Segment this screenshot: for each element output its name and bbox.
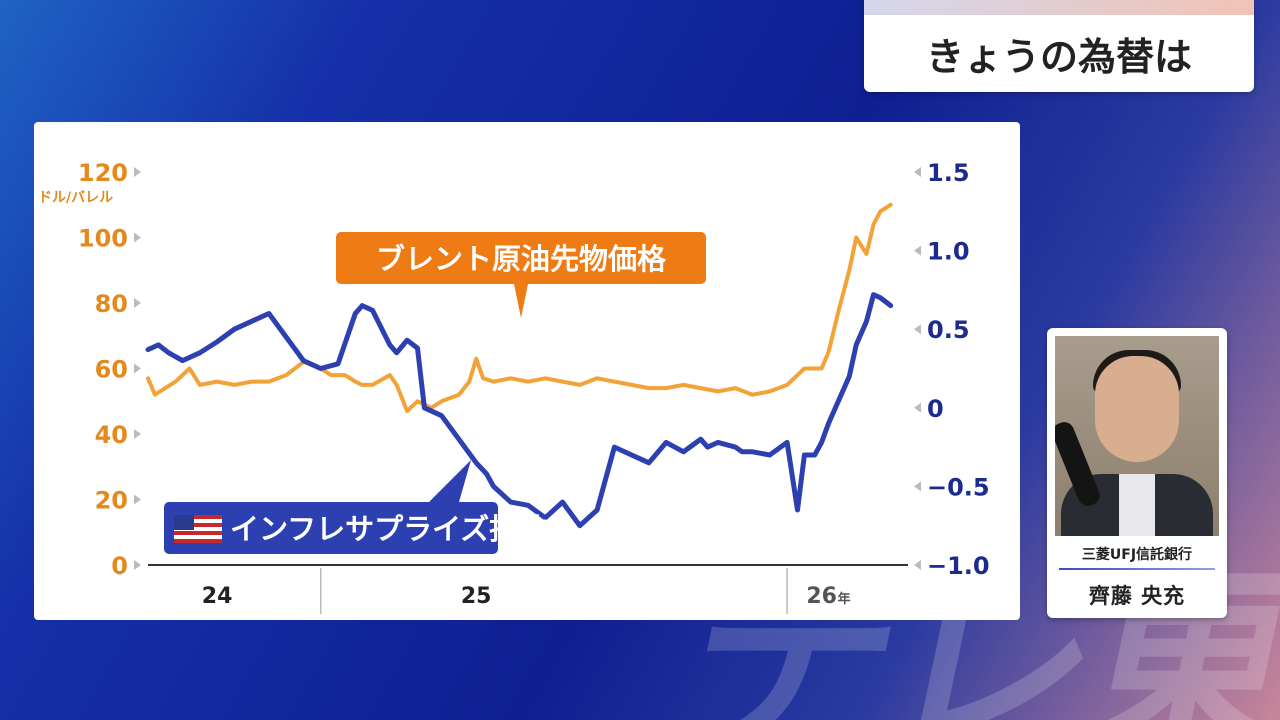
left-tick-label: 100	[78, 225, 128, 253]
right-tick-arrow-icon	[914, 245, 921, 256]
right-tick-label: 1.0	[927, 238, 970, 266]
photo-face	[1095, 356, 1179, 462]
left-tick-label: 40	[95, 421, 128, 449]
page-title: きょうの為替は	[925, 35, 1192, 79]
us-flag-stripe	[174, 535, 222, 539]
commentator-card: 三菱UFJ信託銀行 齊藤 央充	[1047, 328, 1227, 618]
right-tick-label: −0.5	[927, 473, 990, 501]
right-tick-arrow-icon	[914, 167, 921, 177]
left-axis-unit: ドル/バレル	[38, 190, 113, 206]
left-tick-arrow-icon	[134, 363, 141, 374]
us-flag-stripe	[174, 515, 222, 519]
us-flag-stripe	[174, 523, 222, 527]
right-tick-arrow-icon	[914, 402, 921, 413]
x-tick-label: 24	[202, 584, 233, 609]
right-tick-arrow-icon	[914, 560, 921, 570]
left-tick-label: 60	[95, 356, 128, 384]
brent-callout-pointer	[514, 284, 528, 318]
left-tick-arrow-icon	[134, 232, 141, 243]
left-tick-arrow-icon	[134, 167, 141, 177]
us-flag-icon	[174, 515, 194, 530]
commentator-photo	[1055, 336, 1219, 536]
right-tick-arrow-icon	[914, 481, 921, 492]
left-tick-arrow-icon	[134, 429, 141, 439]
left-tick-arrow-icon	[134, 494, 141, 505]
x-tick-label: 25	[461, 584, 492, 609]
commentator-name: 齊藤 央充	[1088, 584, 1186, 608]
right-tick-label: −1.0	[927, 552, 990, 580]
title-box: きょうの為替は	[864, 0, 1254, 92]
phone-icon	[1055, 419, 1103, 509]
surprise-callout-box	[164, 502, 498, 554]
us-flag-stripe	[174, 531, 222, 535]
brent-line	[146, 202, 893, 414]
left-tick-label: 20	[95, 487, 128, 515]
title-accent-bar	[864, 0, 1254, 15]
us-flag-stripe	[174, 519, 222, 523]
surprise-line	[145, 292, 894, 529]
right-tick-label: 1.5	[927, 159, 970, 187]
left-tick-arrow-icon	[134, 560, 141, 570]
photo-shirt	[1119, 474, 1155, 536]
brent-callout-label: ブレント原油先物価格	[376, 242, 667, 276]
chart-panel: 0 20 40 60 80 100 120 ドル/バレル −1.0 −0.5 0 0.5 1.0 1.5 2…	[34, 122, 1020, 620]
left-tick-label: 80	[95, 290, 128, 318]
left-tick-label: 120	[78, 159, 128, 187]
left-tick-label: 0	[111, 552, 128, 580]
chart-svg: 0 20 40 60 80 100 120 ドル/バレル −1.0 −0.5 0 0.5 1.0 1.5 2…	[38, 159, 990, 614]
right-tick-label: 0.5	[927, 316, 970, 344]
commentator-company: 三菱UFJ信託銀行	[1081, 547, 1193, 563]
us-flag-stripe	[174, 527, 222, 531]
surprise-callout-label: インフレサプライズ指数	[230, 512, 548, 546]
right-tick-arrow-icon	[914, 324, 921, 335]
name-underline	[1059, 568, 1215, 570]
surprise-callout-pointer	[429, 460, 471, 502]
us-flag-stripe	[174, 539, 222, 543]
right-tick-label: 0	[927, 395, 944, 423]
brent-callout-box	[336, 232, 706, 284]
left-tick-arrow-icon	[134, 298, 141, 308]
x-tick-label: 26	[806, 584, 837, 609]
x-year-suffix: 年	[838, 591, 851, 607]
